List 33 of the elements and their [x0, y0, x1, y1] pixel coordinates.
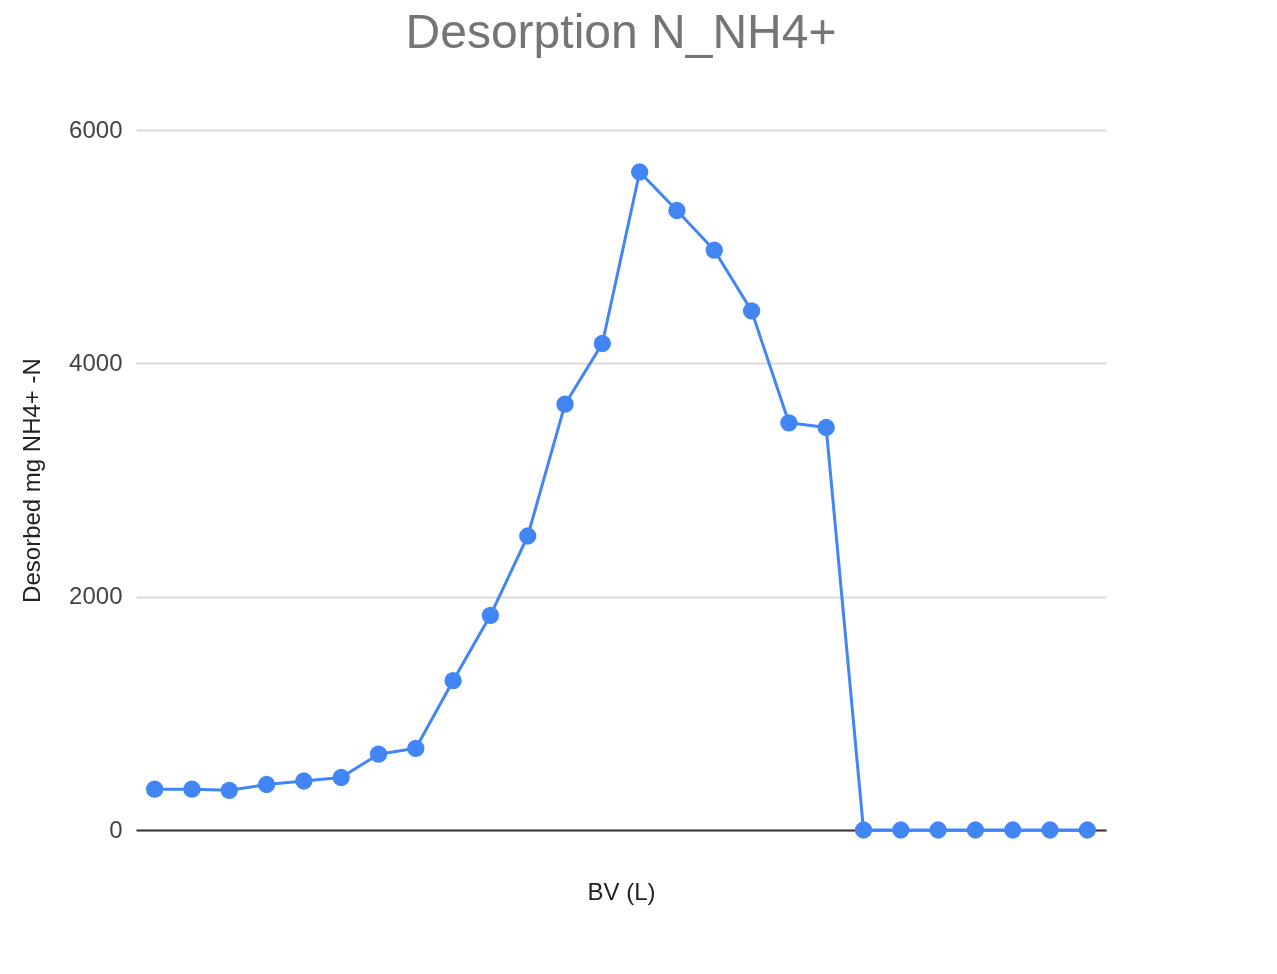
- point: [742, 302, 761, 320]
- point: [929, 821, 947, 839]
- point: [556, 395, 574, 413]
- point: [668, 201, 686, 220]
- point: [1004, 821, 1022, 839]
- point: [892, 821, 910, 839]
- y-tick-label: 6000: [69, 115, 123, 143]
- point: [854, 821, 873, 839]
- point: [630, 163, 649, 181]
- point: [481, 606, 500, 624]
- point: [444, 672, 462, 690]
- y-tick-label: 0: [109, 815, 123, 843]
- chart-title: Desorption N_NH4+: [405, 5, 837, 58]
- point: [519, 527, 537, 545]
- point: [257, 775, 276, 794]
- point: [183, 780, 201, 798]
- point: [966, 821, 985, 839]
- point: [780, 414, 798, 432]
- point: [369, 745, 388, 763]
- point: [593, 334, 612, 353]
- point: [817, 418, 835, 437]
- point: [407, 739, 425, 757]
- point: [145, 780, 164, 798]
- y-axis-title: Desorbed mg NH4+ -N: [18, 358, 46, 603]
- point: [1041, 821, 1059, 839]
- point: [705, 241, 723, 259]
- point: [332, 768, 350, 787]
- point: [220, 781, 238, 799]
- point: [1078, 821, 1097, 839]
- y-tick-label: 4000: [69, 348, 123, 376]
- x-axis-title: BV (L): [587, 877, 656, 905]
- point: [295, 772, 313, 790]
- y-tick-label: 2000: [69, 582, 123, 610]
